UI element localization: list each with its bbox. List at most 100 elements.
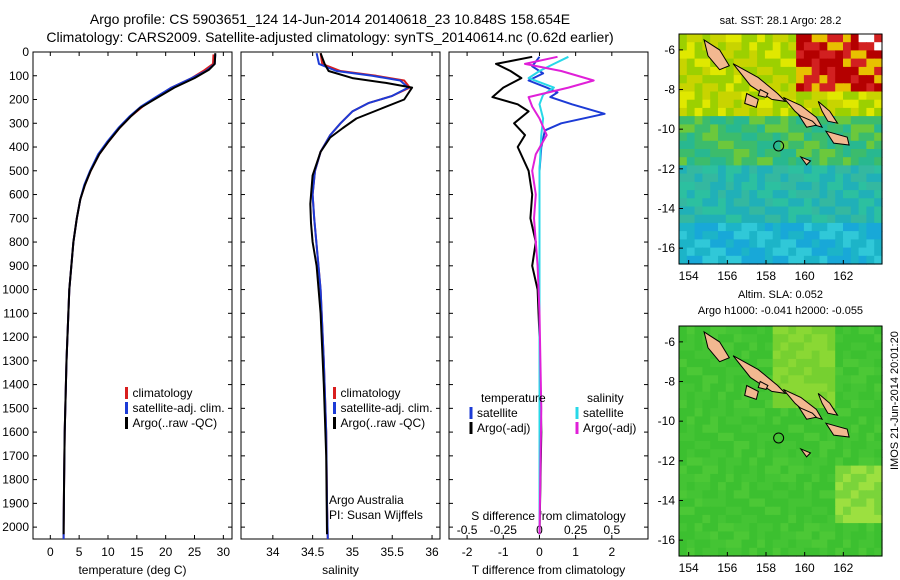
heatmap-cell — [796, 482, 805, 491]
heatmap-cell — [757, 157, 766, 166]
heatmap-cell — [757, 140, 766, 150]
heatmap-cell — [772, 473, 782, 483]
heatmap-cell — [796, 149, 805, 158]
heatmap-cell — [827, 432, 836, 442]
heatmap-cell — [772, 206, 782, 216]
heatmap-cell — [796, 50, 805, 60]
heatmap-cell — [725, 547, 735, 557]
heatmap-cell — [772, 449, 782, 458]
heatmap-cell — [764, 457, 774, 467]
heatmap-cell — [866, 42, 875, 51]
heatmap-cell — [757, 173, 766, 183]
heatmap-cell — [803, 490, 813, 500]
heatmap-cell — [733, 539, 743, 549]
heatmap-cell — [694, 247, 703, 257]
heatmap-cell — [827, 140, 836, 150]
heatmap-cell — [686, 50, 696, 60]
heatmap-cell — [733, 214, 743, 224]
heatmap-cell — [764, 391, 774, 401]
heatmap-cell — [827, 482, 836, 491]
heatmap-cell — [850, 547, 860, 557]
heatmap-cell — [843, 83, 852, 93]
heatmap-cell — [694, 342, 703, 352]
heatmap-cell — [725, 432, 735, 442]
heatmap-cell — [788, 181, 797, 191]
heatmap-cell — [827, 149, 836, 158]
heatmap-cell — [819, 523, 828, 532]
heatmap-cell — [725, 383, 735, 393]
heatmap-cell — [850, 531, 860, 541]
heatmap-cell — [764, 99, 774, 109]
map-subtitle: Argo h1000: -0.041 h2000: -0.055 — [698, 305, 863, 317]
heatmap-cell — [718, 399, 727, 409]
legend-label: Argo(-adj) — [583, 421, 636, 435]
heatmap-cell — [803, 66, 813, 76]
heatmap-cell — [694, 367, 703, 376]
heatmap-cell — [694, 124, 703, 134]
heatmap-cell — [686, 334, 696, 343]
heatmap-cell — [772, 42, 782, 51]
heatmap-cell — [850, 465, 860, 475]
heatmap-cell — [702, 181, 711, 191]
heatmap-cell — [757, 473, 766, 483]
heatmap-cell — [733, 149, 743, 158]
heatmap-cell — [694, 473, 703, 483]
heatmap-cell — [733, 140, 743, 150]
heatmap-cell — [827, 375, 836, 385]
heatmap-cell — [827, 206, 836, 216]
heatmap-cell — [796, 198, 805, 208]
heatmap-cell — [718, 449, 727, 458]
heatmap-cell — [874, 132, 883, 142]
heatmap-cell — [679, 383, 688, 393]
heatmap-cell — [694, 432, 703, 442]
heatmap-cell — [725, 222, 735, 232]
heatmap-cell — [803, 165, 813, 175]
heatmap-cell — [780, 99, 789, 109]
heatmap-cell — [827, 465, 836, 475]
heatmap-cell — [827, 490, 836, 500]
heatmap-cell — [788, 383, 797, 393]
island-shape — [797, 406, 818, 420]
heatmap-cell — [803, 181, 813, 191]
y-tick-label: 900 — [9, 259, 29, 273]
heatmap-cell — [827, 506, 836, 516]
heatmap-cell — [811, 432, 821, 442]
heatmap-cell — [725, 457, 735, 467]
heatmap-cell — [718, 107, 727, 117]
heatmap-cell — [749, 424, 758, 434]
heatmap-cell — [866, 231, 875, 240]
heatmap-cell — [694, 66, 703, 76]
heatmap-cell — [835, 383, 844, 393]
heatmap-cell — [850, 514, 860, 524]
heatmap-cell — [764, 473, 774, 483]
heatmap-cell — [811, 498, 821, 508]
heatmap-cell — [874, 334, 883, 343]
heatmap-cell — [718, 326, 727, 335]
heatmap-cell — [718, 391, 727, 401]
heatmap-cell — [796, 214, 805, 224]
heatmap-cell — [679, 539, 688, 549]
heatmap-cell — [827, 441, 836, 450]
heatmap-cell — [827, 58, 836, 68]
heatmap-cell — [843, 181, 852, 191]
heatmap-cell — [874, 157, 883, 166]
heatmap-cell — [702, 367, 711, 376]
heatmap-cell — [850, 441, 860, 450]
heatmap-cell — [874, 214, 883, 224]
heatmap-cell — [843, 449, 852, 458]
heatmap-cell — [850, 83, 860, 93]
heatmap-cell — [803, 514, 813, 524]
island-shape — [783, 388, 824, 421]
heatmap-cell — [679, 255, 688, 265]
heatmap-cell — [679, 531, 688, 541]
heatmap-cell — [780, 498, 789, 508]
heatmap-cell — [757, 523, 766, 532]
heatmap-cell — [679, 149, 688, 158]
heatmap-cell — [679, 132, 688, 142]
heatmap-cell — [702, 231, 711, 240]
heatmap-cell — [843, 383, 852, 393]
island-shape — [757, 380, 769, 390]
heatmap-cell — [686, 432, 696, 442]
heatmap-cell — [858, 539, 867, 549]
